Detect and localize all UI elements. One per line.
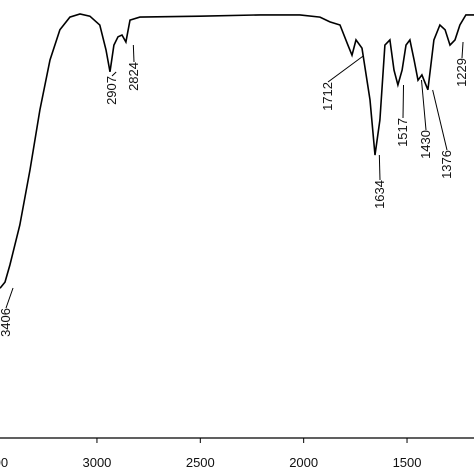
peak-leader (5, 287, 14, 309)
peak-leader (327, 55, 364, 83)
peak-label: 1634 (372, 180, 387, 209)
x-tick-label: 3500 (0, 455, 8, 470)
peak-label: 1712 (320, 82, 335, 111)
peak-leader (432, 89, 448, 151)
x-tick-label: 3000 (82, 455, 111, 470)
peak-label: 3406 (0, 308, 13, 337)
peak-label: 1517 (395, 118, 410, 147)
peak-leader (461, 41, 464, 59)
peak-leader (111, 71, 117, 77)
peak-label: 1229 (454, 58, 469, 87)
peak-label: 2907 (104, 76, 119, 105)
spectrum-line (0, 13, 474, 289)
x-tick-label: 2500 (186, 455, 215, 470)
x-tick-label: 1500 (393, 455, 422, 470)
peak-leader (132, 44, 135, 63)
peak-label: 1376 (439, 150, 454, 179)
peak-label: 1430 (418, 130, 433, 159)
x-tick-label: 2000 (289, 455, 318, 470)
peak-leader (420, 79, 427, 131)
peak-leader (378, 154, 381, 181)
peak-label: 2824 (126, 62, 141, 91)
peak-leader (402, 84, 405, 119)
